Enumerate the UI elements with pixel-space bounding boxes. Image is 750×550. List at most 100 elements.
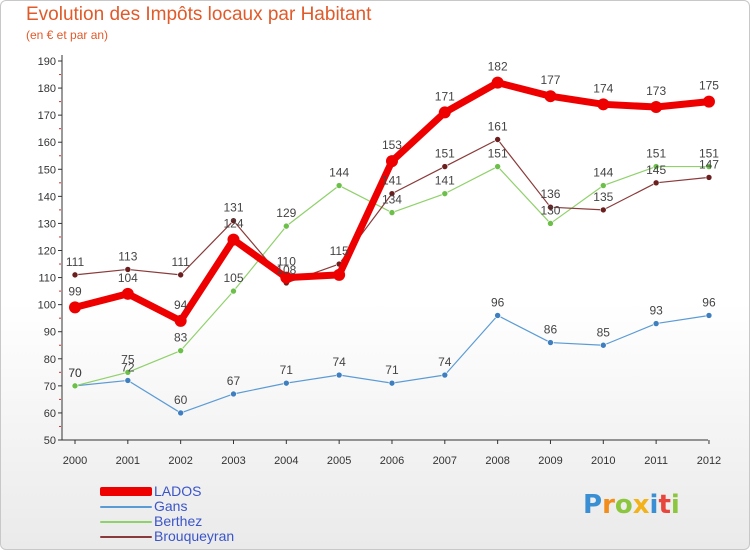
data-label-brouqueyran: 113 <box>118 249 137 263</box>
y-tick-label: 80 <box>44 354 56 366</box>
x-tick-label: 2008 <box>485 455 509 467</box>
x-tick-label: 2010 <box>591 455 615 467</box>
y-tick-label: 130 <box>38 218 56 230</box>
legend-label: Brouqueyran <box>154 528 235 544</box>
data-point-berthez <box>388 209 396 216</box>
data-label-berthez: 144 <box>593 166 613 180</box>
logo-letter: x <box>632 490 650 520</box>
data-label-gans: 86 <box>544 323 558 337</box>
legend-label: Berthez <box>154 513 203 529</box>
data-point-lados <box>544 90 557 103</box>
legend-item: LADOS <box>100 484 234 499</box>
data-label-berthez: 75 <box>121 352 135 366</box>
data-point-lados <box>597 98 610 111</box>
data-point-brouqueyran <box>652 179 660 187</box>
data-label-gans: 93 <box>649 304 663 318</box>
data-point-berthez <box>547 220 554 227</box>
data-point-gans <box>335 371 343 379</box>
data-label-lados: 104 <box>118 271 138 285</box>
data-point-brouqueyran <box>441 163 449 170</box>
data-label-berthez: 83 <box>174 331 188 345</box>
data-label-lados: 110 <box>277 255 296 269</box>
x-tick-label: 2003 <box>221 455 245 467</box>
x-tick-label: 2011 <box>644 455 668 467</box>
y-tick-label: 190 <box>38 56 56 68</box>
y-tick-label: 140 <box>38 191 56 203</box>
x-tick-label: 2004 <box>274 455 298 467</box>
legend-label: LADOS <box>154 483 202 499</box>
logo-letter: r <box>602 490 615 520</box>
data-point-gans <box>705 312 713 319</box>
data-point-gans <box>494 312 501 319</box>
data-point-lados <box>385 155 398 168</box>
data-point-gans <box>599 341 607 349</box>
data-label-berthez: 151 <box>646 147 666 161</box>
data-label-gans: 71 <box>280 363 294 377</box>
data-label-berthez: 134 <box>382 193 402 207</box>
data-label-lados: 124 <box>223 217 243 231</box>
data-point-berthez <box>230 287 237 295</box>
data-label-lados: 99 <box>68 284 82 298</box>
data-label-berthez: 130 <box>540 203 560 217</box>
data-point-lados <box>69 301 81 314</box>
data-point-lados <box>174 314 187 327</box>
data-point-gans <box>441 371 449 379</box>
chart-title: Evolution des Impôts locaux par Habitant <box>26 4 372 25</box>
legend-item: Gans <box>100 499 234 514</box>
logo-letter: i <box>670 490 680 520</box>
data-label-berthez: 105 <box>223 271 243 285</box>
y-tick-label: 50 <box>44 435 56 447</box>
data-point-berthez <box>652 163 660 170</box>
data-label-brouqueyran: 115 <box>330 244 349 258</box>
data-point-brouqueyran <box>124 266 132 273</box>
data-label-gans: 85 <box>597 325 611 339</box>
data-label-brouqueyran: 161 <box>488 120 508 134</box>
data-label-lados: 171 <box>435 89 455 103</box>
logo-letter: o <box>614 490 633 520</box>
data-point-gans <box>124 377 132 384</box>
legend-swatch <box>100 487 152 496</box>
data-point-berthez <box>705 163 713 170</box>
legend-swatch <box>100 505 152 508</box>
data-label-berthez: 141 <box>435 174 455 188</box>
chart-subtitle: (en € et par an) <box>26 28 109 42</box>
data-label-lados: 175 <box>699 79 719 93</box>
data-label-gans: 71 <box>385 363 399 377</box>
y-tick-label: 160 <box>38 137 56 149</box>
data-label-brouqueyran: 131 <box>223 201 243 215</box>
data-label-brouqueyran: 147 <box>699 157 719 171</box>
x-tick-label: 2002 <box>168 455 192 467</box>
data-label-gans: 67 <box>227 374 241 388</box>
data-label-lados: 182 <box>488 60 508 74</box>
data-point-lados <box>491 76 504 89</box>
data-point-lados <box>333 268 346 281</box>
data-label-brouqueyran: 111 <box>66 255 85 269</box>
legend-swatch <box>100 520 152 523</box>
data-point-berthez <box>335 182 343 189</box>
data-label-brouqueyran: 108 <box>276 263 296 277</box>
data-point-lados <box>121 287 134 300</box>
data-label-brouqueyran: 141 <box>382 174 402 188</box>
data-point-gans <box>283 379 290 387</box>
data-point-lados <box>702 95 715 108</box>
data-point-berthez <box>283 222 290 230</box>
y-tick-label: 120 <box>38 246 56 258</box>
data-label-gans: 70 <box>68 366 82 380</box>
data-label-gans: 60 <box>174 393 188 407</box>
data-point-brouqueyran <box>705 174 713 181</box>
data-point-gans <box>652 320 660 327</box>
data-point-berthez <box>124 369 132 376</box>
data-point-brouqueyran <box>494 136 501 143</box>
data-label-berthez: 70 <box>68 366 82 380</box>
data-point-gans <box>388 379 396 387</box>
data-label-brouqueyran: 136 <box>540 187 560 201</box>
legend-label: Gans <box>154 498 188 514</box>
y-tick-label: 150 <box>38 164 56 176</box>
data-point-lados <box>650 101 663 114</box>
x-tick-label: 2012 <box>697 455 721 467</box>
data-point-gans <box>177 409 184 417</box>
y-tick-label: 100 <box>38 300 56 312</box>
y-tick-label: 60 <box>44 408 56 420</box>
